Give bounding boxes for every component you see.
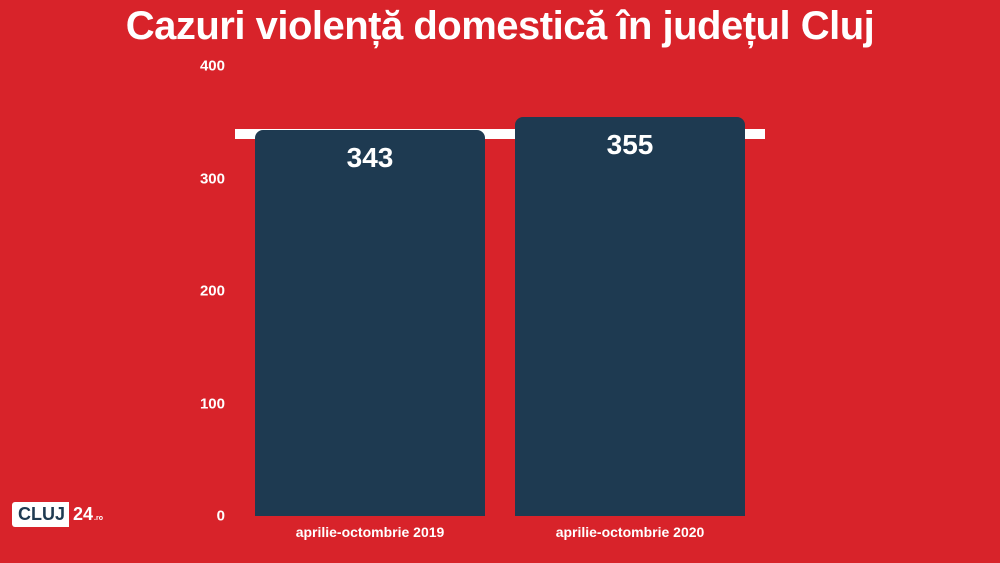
logo-number: 24 — [73, 504, 93, 525]
x-axis-label: aprilie-octombrie 2020 — [400, 516, 860, 540]
bar-value-label: 343 — [255, 142, 485, 174]
chart-plot-area: 343aprilie-octombrie 2019355aprilie-octo… — [235, 66, 765, 516]
chart-title: Cazuri violență domestică în județul Clu… — [0, 4, 1000, 49]
y-tick-label: 300 — [200, 170, 235, 187]
y-tick-label: 400 — [200, 58, 235, 75]
logo-text-cluj: CLUJ — [12, 502, 69, 527]
y-tick-label: 0 — [217, 508, 235, 525]
y-tick-label: 100 — [200, 395, 235, 412]
logo-tld: .ro — [94, 515, 103, 522]
bar: 343aprilie-octombrie 2019 — [255, 130, 485, 516]
logo-text-24: 24 .ro — [69, 502, 107, 527]
chart-canvas: Cazuri violență domestică în județul Clu… — [0, 0, 1000, 563]
bars-container: 343aprilie-octombrie 2019355aprilie-octo… — [235, 66, 765, 516]
bar-value-label: 355 — [515, 129, 745, 161]
site-logo: CLUJ 24 .ro — [12, 502, 107, 527]
bar: 355aprilie-octombrie 2020 — [515, 117, 745, 516]
y-tick-label: 200 — [200, 283, 235, 300]
